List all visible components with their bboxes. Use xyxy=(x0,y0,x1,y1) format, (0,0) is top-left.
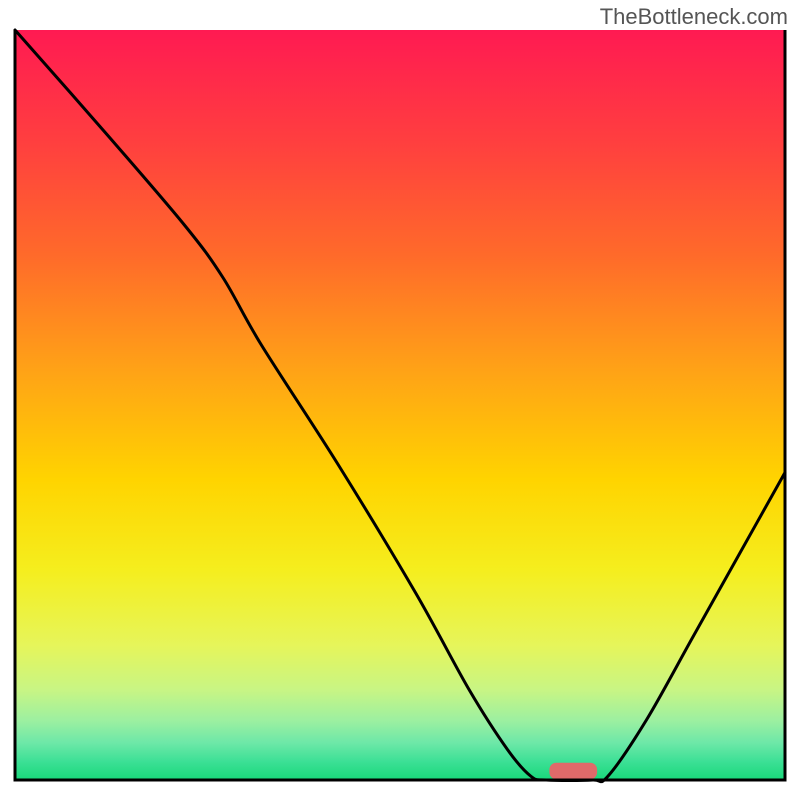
chart-svg xyxy=(0,0,800,800)
chart-container: TheBottleneck.com xyxy=(0,0,800,800)
watermark-text: TheBottleneck.com xyxy=(600,4,788,30)
